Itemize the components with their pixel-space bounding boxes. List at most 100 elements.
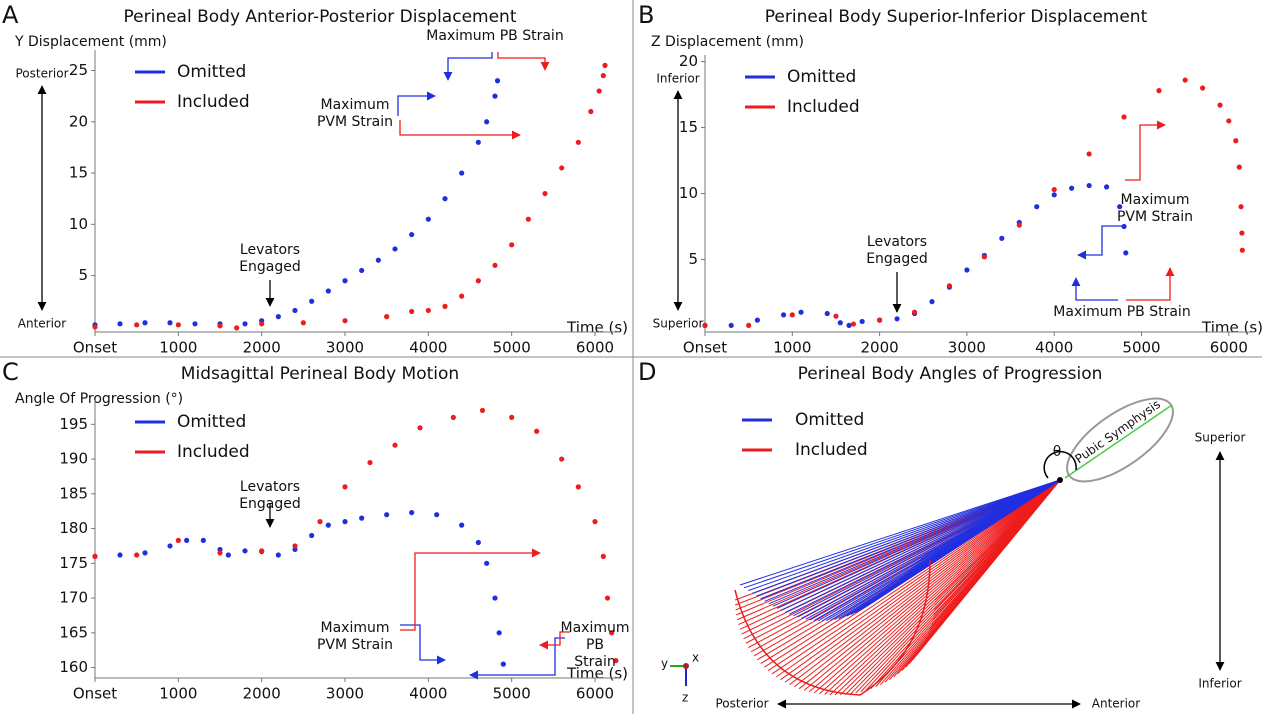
annotation-arrow [443, 52, 493, 81]
data-point [234, 325, 240, 331]
omitted-line [756, 479, 1061, 597]
data-point [600, 73, 606, 79]
data-point [492, 93, 498, 99]
data-point [442, 196, 448, 202]
angle-arc [1043, 450, 1077, 479]
included-line [829, 479, 1061, 696]
included-line [850, 479, 1061, 695]
data-point [929, 299, 935, 305]
data-point [442, 303, 448, 309]
data-point [1121, 223, 1127, 230]
included-line [839, 479, 1061, 696]
data-point [375, 257, 381, 263]
omitted-line [760, 479, 1061, 600]
data-point [534, 428, 540, 434]
annotation-arrow [397, 91, 436, 116]
annotation: Strain [574, 654, 615, 670]
structure-label: Pubic Symphysis [1073, 397, 1163, 466]
direction-label: Superior [1195, 431, 1246, 445]
data-point [417, 425, 423, 431]
data-point [496, 630, 502, 636]
data-point [746, 322, 752, 329]
legend-label: Included [787, 97, 860, 117]
data-point [1239, 230, 1245, 236]
y-tick-label: 5 [78, 266, 88, 284]
data-point [1103, 184, 1110, 190]
data-point [1034, 204, 1040, 210]
y-tick-label: 180 [59, 519, 88, 537]
included-line [855, 479, 1061, 694]
y-tick-label: 10 [679, 184, 698, 202]
legend-label: Included [795, 440, 868, 460]
data-point [475, 139, 481, 145]
data-point [999, 235, 1005, 241]
omitted-line [785, 479, 1061, 613]
x-tick-label: 2000 [243, 339, 281, 357]
y-tick-label: 20 [679, 52, 698, 70]
y-tick-label: 170 [59, 589, 88, 607]
x-tick-label: 5000 [1122, 339, 1160, 357]
data-point [242, 548, 248, 554]
diagram-title: Perineal Body Angles of Progression [798, 364, 1103, 384]
data-point [392, 246, 398, 252]
data-point [459, 170, 465, 176]
data-point [325, 288, 331, 294]
angle-label: θ [1053, 444, 1062, 460]
y-tick-label: 190 [59, 450, 88, 468]
data-point [1086, 151, 1092, 157]
annotation-arrow [399, 120, 521, 140]
omitted-line [772, 479, 1061, 607]
data-point [1069, 185, 1075, 191]
panel-label: D [638, 358, 656, 386]
annotation: Maximum [561, 620, 630, 636]
data-point [728, 322, 734, 329]
data-point [217, 323, 223, 329]
data-point [894, 316, 900, 322]
included-line [775, 479, 1061, 678]
apex [1057, 477, 1063, 483]
y-tick-label: 165 [59, 623, 88, 641]
x-tick-label: 4000 [409, 685, 447, 703]
data-point [292, 307, 298, 314]
data-point [425, 216, 431, 222]
y-tick-label: 160 [59, 658, 88, 676]
data-point [837, 320, 843, 326]
data-point [1051, 192, 1057, 198]
data-point [602, 62, 608, 68]
data-point [192, 321, 198, 327]
y-tick-label: 20 [69, 112, 88, 130]
data-point [384, 314, 390, 320]
data-point [117, 321, 123, 327]
axis-label: y [661, 657, 668, 671]
direction-label: Inferior [1198, 677, 1241, 691]
annotation: PB [586, 637, 604, 653]
data-point [342, 318, 348, 324]
data-point [342, 484, 348, 490]
data-point [946, 283, 953, 289]
included-line [808, 479, 1061, 693]
data-point [1238, 204, 1244, 210]
data-point [142, 550, 148, 556]
data-point [1226, 118, 1232, 124]
data-point [242, 321, 248, 327]
data-point [1123, 250, 1129, 256]
omitted-line [739, 479, 1061, 586]
chart-title: Perineal Body Anterior-Posterior Displac… [124, 7, 517, 27]
y-tick-label: 15 [679, 118, 698, 136]
data-point [259, 321, 265, 327]
data-point [309, 532, 315, 539]
data-point [1117, 204, 1123, 210]
x-tick-label: 1000 [159, 339, 197, 357]
data-point [509, 414, 515, 420]
data-point [780, 312, 787, 318]
data-point [846, 322, 852, 329]
included-line [819, 479, 1061, 695]
data-point [1051, 186, 1057, 193]
x-tick-label: 1000 [773, 339, 811, 357]
data-point [225, 552, 231, 558]
data-point [600, 553, 606, 559]
x-axis-label: Time (s) [1201, 319, 1262, 337]
data-point [184, 537, 190, 543]
omitted-line [776, 479, 1061, 609]
x-tick-label: Onset [73, 685, 117, 703]
